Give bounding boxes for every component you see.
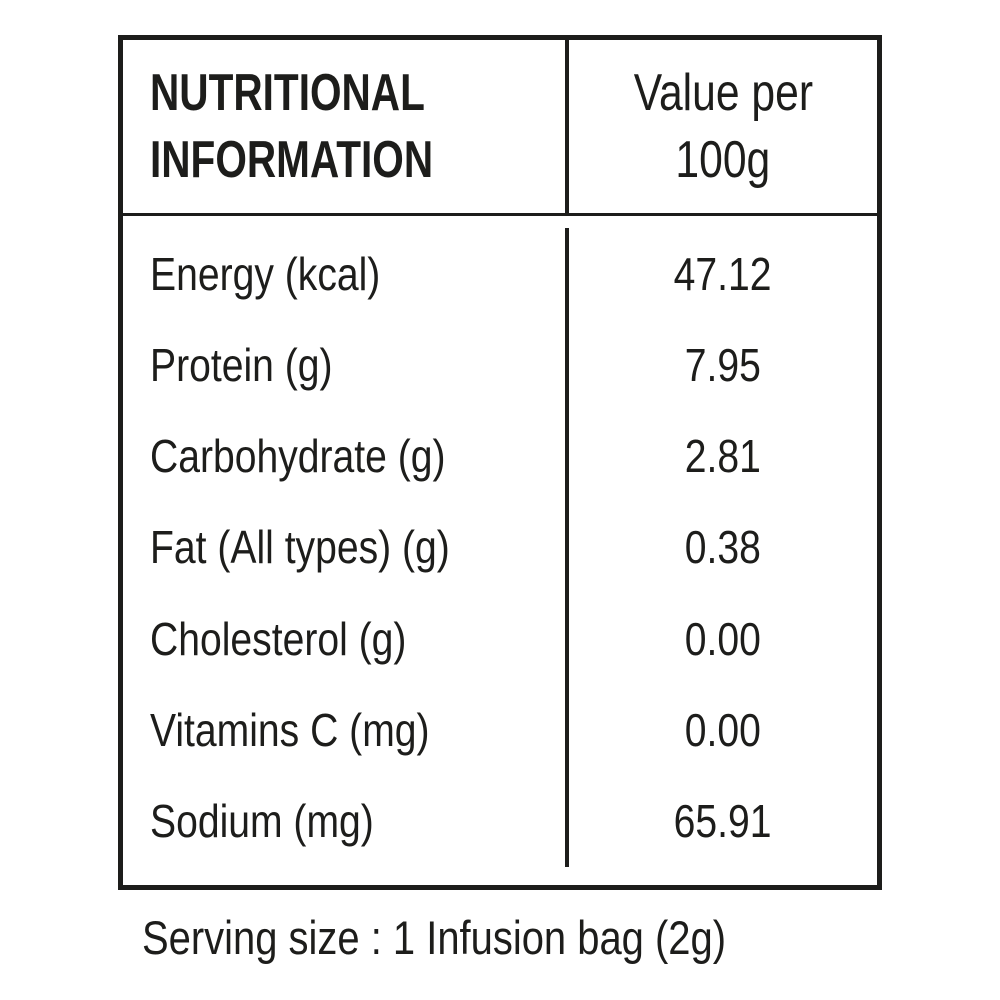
table-row-cholesterol: Cholesterol (g) 0.00 <box>123 593 877 685</box>
table-header-row: NUTRITIONAL INFORMATION Value per 100g <box>123 40 877 216</box>
serving-size-text: Serving size : 1 Infusion bag (2g) <box>142 911 727 964</box>
row-label-cell: Protein (g) <box>123 319 565 410</box>
row-value: 0.00 <box>684 704 762 757</box>
row-value: 0.38 <box>684 521 762 574</box>
row-label-cell: Sodium (mg) <box>123 776 565 867</box>
row-label-cell: Vitamins C (mg) <box>123 684 565 775</box>
table-row-vitamins-c: Vitamins C (mg) 0.00 <box>123 684 877 776</box>
serving-size-caption: Serving size : 1 Infusion bag (2g) <box>142 908 829 968</box>
row-value-cell: 65.91 <box>565 775 877 867</box>
header-title-cell: NUTRITIONAL INFORMATION <box>123 40 565 213</box>
row-value-cell: 0.00 <box>565 684 877 776</box>
nutrition-table: NUTRITIONAL INFORMATION Value per 100g E… <box>118 35 882 890</box>
row-value: 2.81 <box>684 430 762 483</box>
row-value-cell: 0.00 <box>565 593 877 685</box>
row-label-cell: Energy (kcal) <box>123 228 565 319</box>
table-row-fat: Fat (All types) (g) 0.38 <box>123 501 877 594</box>
header-value-cell: Value per 100g <box>565 40 877 213</box>
row-label-cell: Carbohydrate (g) <box>123 411 565 502</box>
table-row-energy: Energy (kcal) 47.12 <box>123 228 877 320</box>
table-row-sodium: Sodium (mg) 65.91 <box>123 775 877 867</box>
row-label-cell: Fat (All types) (g) <box>123 502 565 593</box>
row-value-cell: 7.95 <box>565 319 877 411</box>
row-value-cell: 2.81 <box>565 410 877 502</box>
header-value-line-2: 100g <box>675 130 771 189</box>
row-value-cell: 0.38 <box>565 501 877 594</box>
header-title-line-2: INFORMATION <box>150 130 434 189</box>
row-value-cell: 47.12 <box>565 228 877 320</box>
row-label: Vitamins C (mg) <box>150 704 430 757</box>
row-value: 0.00 <box>684 612 762 665</box>
row-label: Carbohydrate (g) <box>150 430 446 483</box>
header-value-line-1: Value per <box>633 63 813 122</box>
header-title-line-1: NUTRITIONAL <box>150 63 425 122</box>
row-label: Cholesterol (g) <box>150 612 407 665</box>
row-label: Sodium (mg) <box>150 795 374 848</box>
row-label-cell: Cholesterol (g) <box>123 593 565 684</box>
row-value: 65.91 <box>674 795 772 848</box>
row-label: Protein (g) <box>150 338 333 391</box>
row-label: Energy (kcal) <box>150 247 381 300</box>
row-value: 7.95 <box>684 338 762 391</box>
table-row-protein: Protein (g) 7.95 <box>123 319 877 411</box>
row-value: 47.12 <box>674 247 772 300</box>
table-body: Energy (kcal) 47.12 Protein (g) 7.95 Car… <box>123 216 877 885</box>
row-label: Fat (All types) (g) <box>150 521 450 574</box>
table-row-carbohydrate: Carbohydrate (g) 2.81 <box>123 410 877 502</box>
